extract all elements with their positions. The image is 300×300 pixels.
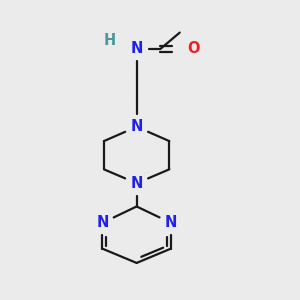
Text: N: N — [130, 41, 143, 56]
Text: N: N — [130, 176, 143, 191]
Text: N: N — [130, 119, 143, 134]
Text: H: H — [103, 32, 116, 47]
Text: O: O — [188, 41, 200, 56]
Text: N: N — [165, 215, 177, 230]
Text: N: N — [96, 215, 109, 230]
